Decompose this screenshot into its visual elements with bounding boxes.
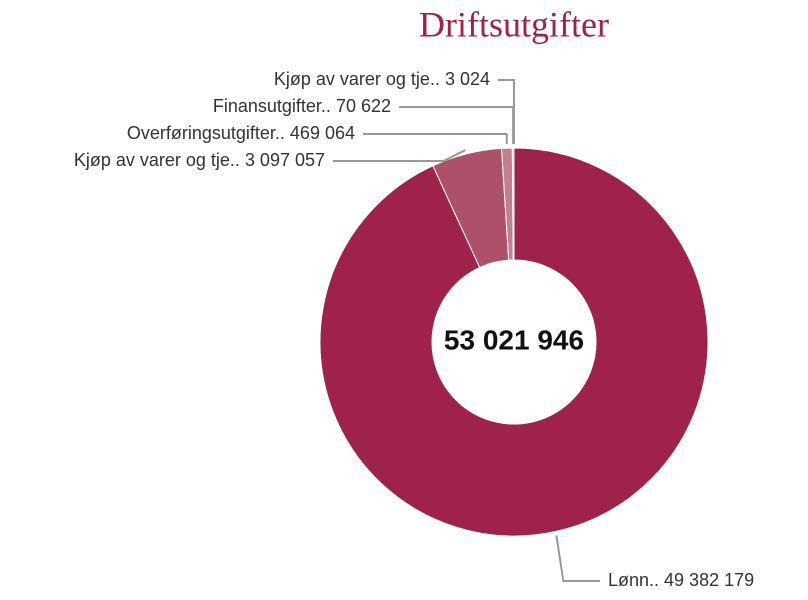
slice-label-name: Overføringsutgifter.. <box>127 123 285 143</box>
leader-line <box>363 134 507 144</box>
chart-title: Driftsutgifter <box>419 4 609 44</box>
slice-label: Overføringsutgifter..469 064 <box>127 123 355 143</box>
slice-label-name: Finansutgifter.. <box>213 96 331 116</box>
slice-label: Kjøp av varer og tje..3 024 <box>274 69 490 89</box>
slice-label-value: 49 382 179 <box>664 570 754 590</box>
slice-label-value: 469 064 <box>290 123 355 143</box>
center-label: 53 021 946 <box>444 324 584 355</box>
slice-label-name: Lønn.. <box>608 570 659 590</box>
slice-label-value: 70 622 <box>336 96 391 116</box>
slice-label: Kjøp av varer og tje..3 097 057 <box>74 150 325 170</box>
slice-label-name: Kjøp av varer og tje.. <box>274 69 440 89</box>
slice-label-name: Kjøp av varer og tje.. <box>74 150 240 170</box>
slice-label: Finansutgifter..70 622 <box>213 96 391 116</box>
slice-label-value: 3 097 057 <box>245 150 325 170</box>
slice-label-value: 3 024 <box>445 69 490 89</box>
leader-line <box>399 107 513 144</box>
leader-line <box>556 535 600 581</box>
slice-label: Lønn..49 382 179 <box>608 570 754 590</box>
leader-line <box>333 150 465 161</box>
